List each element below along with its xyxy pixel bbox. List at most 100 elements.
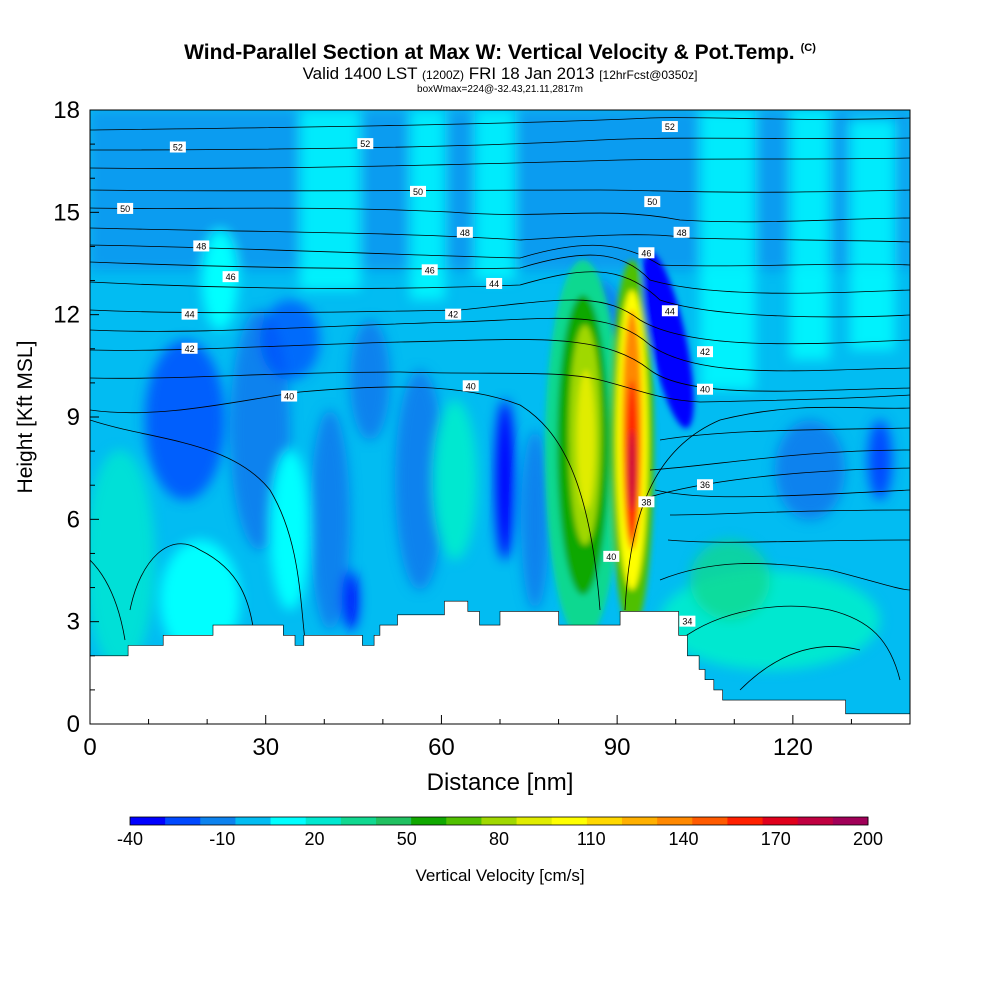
colorbar-segment (622, 817, 658, 825)
colorbar-segment (235, 817, 272, 825)
theta-label-text: 42 (700, 347, 710, 357)
colorbar-segment (586, 817, 623, 825)
box-info: boxWmax=224@-32.43,21.11,2817m (417, 84, 583, 95)
theta-label-text: 40 (700, 385, 710, 395)
theta-contour (659, 427, 910, 441)
theta-label-bg (445, 308, 462, 320)
theta-label-bg (661, 121, 678, 133)
theta-label: 42 (697, 346, 713, 358)
theta-label-text: 48 (460, 228, 470, 238)
theta-contour (129, 543, 256, 641)
colorbar-tick-label: 110 (577, 829, 606, 849)
theta-label-text: 48 (196, 241, 206, 251)
colorbar-tick-label: 170 (761, 829, 791, 849)
chart-subtitle: Valid 1400 LST (1200Z) FRI 18 Jan 2013 [… (0, 65, 1000, 84)
theta-label-text: 50 (647, 197, 657, 207)
theta-label: 52 (169, 141, 186, 153)
x-axis: 0 30 60 90 120 (83, 715, 911, 761)
theta-label-text: 42 (448, 310, 458, 320)
x-tick-label: 0 (83, 734, 96, 761)
valid-time-utc: (1200Z) (421, 68, 465, 82)
theta-label: 48 (673, 226, 690, 238)
y-tick-label: 12 (53, 302, 80, 329)
theta-label-bg (673, 226, 690, 238)
lower-teal-patch (433, 400, 477, 560)
colorbar-frame (129, 816, 869, 826)
upper-cyan-streak (475, 110, 515, 280)
y-tick-label: 6 (67, 506, 80, 533)
colorbar-segment (692, 817, 728, 825)
forecast-info: [12hrFcst@0350z] (599, 68, 698, 82)
theta-label-bg (661, 305, 678, 317)
colorbar-segment (165, 817, 201, 825)
colorbar (129, 816, 869, 826)
colorbar-tick-label: -10 (209, 829, 235, 849)
theta-label: 52 (357, 138, 374, 150)
downdraft-band (260, 300, 320, 380)
theta-label-bg (456, 226, 473, 238)
colorbar-segment (305, 817, 342, 825)
theta-contour (649, 449, 910, 471)
terrain (90, 600, 910, 724)
lower-green-patch (690, 540, 770, 620)
theta-contour (659, 563, 910, 591)
theta-label-bg (603, 550, 620, 562)
lower-cyan-patch (270, 450, 310, 610)
theta-label: 44 (661, 305, 678, 317)
colorbar-segment (762, 817, 799, 825)
theta-label-bg (357, 138, 374, 150)
theta-contour (90, 371, 910, 403)
theta-label-text: 46 (226, 272, 236, 282)
theta-contour (667, 539, 910, 543)
x-tick-label: 120 (773, 734, 813, 761)
theta-label: 50 (410, 185, 426, 197)
colorbar-segment (411, 817, 447, 825)
downdraft-core (495, 400, 515, 560)
theta-label: 40 (281, 390, 298, 402)
colorbar-segment (376, 817, 412, 825)
downdraft-band (775, 420, 845, 520)
theta-label: 50 (117, 202, 134, 214)
colorbar-label: Vertical Velocity [cm/s] (415, 866, 584, 885)
chart-title-text: Wind-Parallel Section at Max W: Vertical… (184, 41, 795, 64)
colorbar-segment (727, 817, 764, 825)
theta-label-text: 38 (641, 497, 651, 507)
y-tick-label: 9 (67, 404, 80, 431)
theta-label: 50 (644, 196, 661, 208)
downdraft-band (868, 420, 892, 500)
upper-cyan-streak (790, 110, 830, 360)
theta-label-text: 44 (489, 279, 499, 289)
theta-label-text: 40 (606, 552, 616, 562)
theta-label-bg (486, 277, 503, 289)
y-axis-label: Height [Kft MSL] (14, 341, 37, 494)
theta-label-bg (638, 247, 655, 259)
theta-label: 34 (679, 615, 696, 627)
theta-label-text: 44 (665, 306, 675, 316)
lower-teal-patch (90, 450, 155, 670)
theta-contour (90, 117, 910, 131)
theta-label-text: 52 (360, 139, 370, 149)
chart-title: Wind-Parallel Section at Max W: Vertical… (0, 36, 1000, 65)
theta-label-text: 46 (425, 265, 435, 275)
theta-contour (624, 406, 910, 611)
theta-label: 48 (193, 240, 210, 252)
upper-cyan-streak (850, 120, 895, 350)
y-axis: 0 3 6 9 12 15 18 (53, 97, 99, 738)
upper-cyan-streak (300, 110, 360, 290)
colorbar-segment (551, 817, 588, 825)
valid-date: FRI 18 Jan 2013 (468, 64, 595, 83)
colorbar-tick-label: 50 (397, 829, 417, 849)
theta-label-text: 40 (284, 392, 294, 402)
colorbar-segment (270, 817, 307, 825)
theta-contours (90, 117, 910, 691)
theta-label: 36 (697, 479, 713, 491)
theta-contour (679, 605, 901, 681)
theta-label: 52 (661, 121, 678, 133)
colorbar-segment (797, 817, 834, 825)
theta-label-text: 42 (185, 344, 195, 354)
theta-label-bg (638, 496, 655, 508)
vertical-velocity-field: 52 52 52 50 50 50 48 48 48 46 46 46 44 44 44 42 42 42 40 40… (90, 110, 910, 724)
theta-label-bg (181, 308, 198, 320)
upper-cyan-streak (700, 110, 755, 390)
